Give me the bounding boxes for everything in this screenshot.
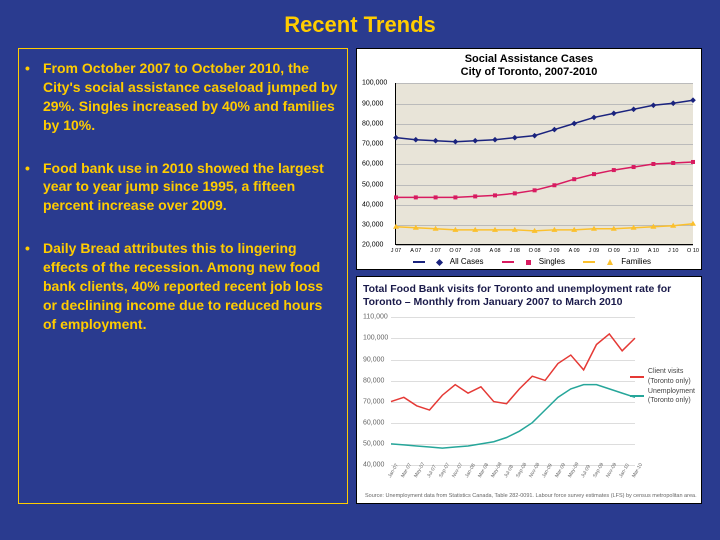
chart2-footnote: Source: Unemployment data from Statistic… <box>365 493 697 499</box>
bullet-item: • Daily Bread attributes this to lingeri… <box>25 239 339 333</box>
bullet-marker: • <box>25 239 43 333</box>
bullet-box: • From October 2007 to October 2010, the… <box>18 48 348 504</box>
bullet-item: • Food bank use in 2010 showed the large… <box>25 159 339 216</box>
bullet-text: Food bank use in 2010 showed the largest… <box>43 159 339 216</box>
content-row: • From October 2007 to October 2010, the… <box>18 48 702 504</box>
chart1-title: Social Assistance Cases City of Toronto,… <box>363 53 695 79</box>
chart1-legend: All Cases Singles Families <box>363 257 695 266</box>
chart2-legend: Client visits(Toronto only)Unemployment(… <box>630 367 695 406</box>
bullet-marker: • <box>25 59 43 135</box>
charts-column: Social Assistance Cases City of Toronto,… <box>356 48 702 504</box>
chart2-title: Total Food Bank visits for Toronto and u… <box>363 283 695 309</box>
bullet-text: Daily Bread attributes this to lingering… <box>43 239 339 333</box>
chart1-title-l1: Social Assistance Cases <box>465 53 594 65</box>
slide-title: Recent Trends <box>18 12 702 38</box>
chart1-plot: 20,00030,00040,00050,00060,00070,00080,0… <box>395 83 693 245</box>
slide: Recent Trends • From October 2007 to Oct… <box>0 0 720 540</box>
food-bank-chart: Total Food Bank visits for Toronto and u… <box>356 276 702 504</box>
bullet-text: From October 2007 to October 2010, the C… <box>43 59 339 135</box>
social-assistance-chart: Social Assistance Cases City of Toronto,… <box>356 48 702 270</box>
bullet-item: • From October 2007 to October 2010, the… <box>25 59 339 135</box>
chart2-plot: 40,00050,00060,00070,00080,00090,000100,… <box>391 317 635 465</box>
bullet-marker: • <box>25 159 43 216</box>
chart1-title-l2: City of Toronto, 2007-2010 <box>461 66 598 78</box>
